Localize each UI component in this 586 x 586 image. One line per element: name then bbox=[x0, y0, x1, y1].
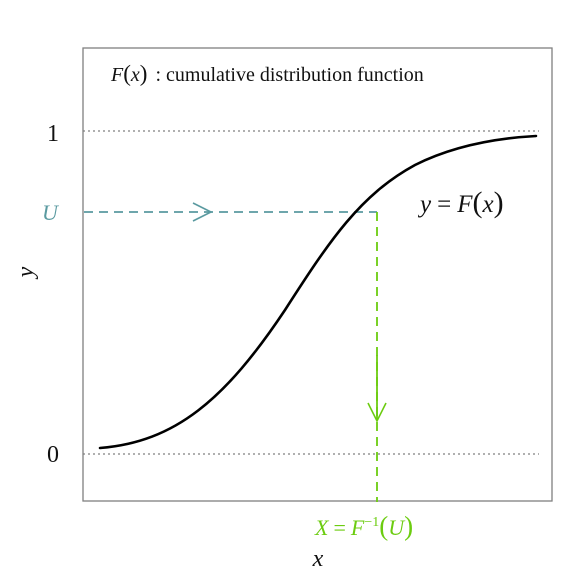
u-arrowhead bbox=[192, 202, 213, 222]
title-annotation: F(x): cumulative distribution function bbox=[110, 61, 424, 86]
tick-label-u: U bbox=[42, 200, 60, 225]
x-axis-label: x bbox=[312, 546, 324, 572]
y-axis-label: y bbox=[13, 266, 39, 279]
inverse-arrowhead bbox=[367, 402, 387, 423]
tick-label-one: 1 bbox=[47, 121, 59, 147]
curve-label: y = F(x) bbox=[417, 186, 504, 219]
plot-frame bbox=[82, 47, 553, 502]
cdf-curve bbox=[98, 134, 538, 450]
inverse-label: X = F−1(U) bbox=[314, 511, 413, 541]
tick-label-zero: 0 bbox=[47, 442, 59, 468]
